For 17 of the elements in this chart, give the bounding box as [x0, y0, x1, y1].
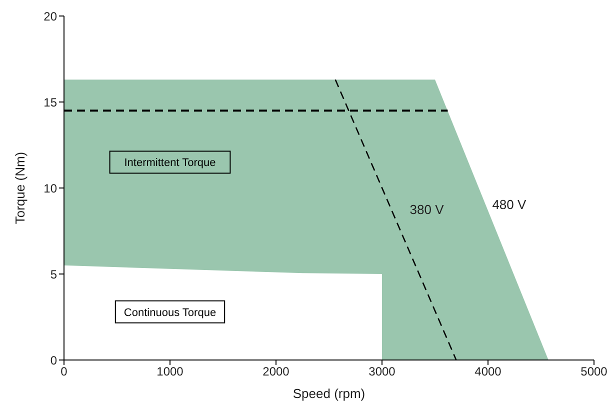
y-axis-title: Torque (Nm) — [12, 152, 28, 224]
x-tick-label: 1000 — [156, 364, 184, 379]
x-tick-label: 0 — [60, 364, 68, 379]
x-tick-label: 2000 — [262, 364, 290, 379]
y-tick-label: 20 — [44, 9, 58, 24]
y-tick-label: 15 — [44, 95, 58, 110]
y-tick-label: 0 — [50, 353, 58, 368]
x-axis-title: Speed (rpm) — [292, 386, 366, 401]
y-tick-label: 10 — [44, 181, 58, 196]
annotation: Continuous Torque — [124, 306, 216, 319]
annotation: Intermittent Torque — [124, 157, 216, 170]
x-tick-label: 4000 — [474, 364, 502, 379]
x-tick-label: 3000 — [368, 364, 396, 379]
y-tick-label: 5 — [50, 267, 58, 282]
x-tick-label: 5000 — [580, 364, 608, 379]
annotation: 480 V — [492, 197, 527, 212]
series-label: 380 V — [410, 202, 444, 217]
